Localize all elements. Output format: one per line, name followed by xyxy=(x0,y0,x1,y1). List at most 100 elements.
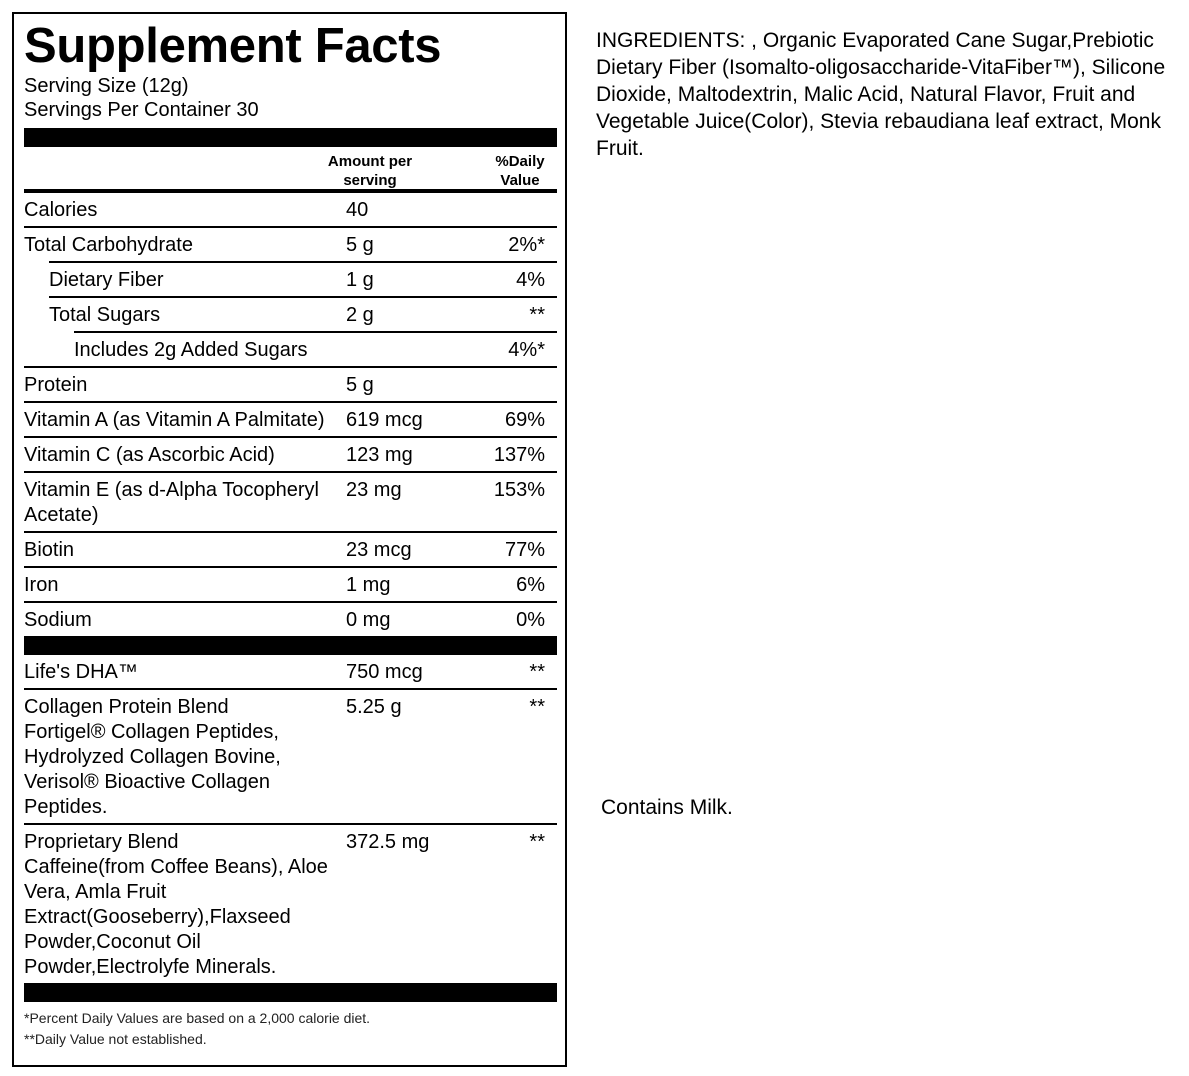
amount: 1 mg xyxy=(346,574,391,596)
nutrient-row: Collagen Protein Blend Fortigel® Collagen… xyxy=(24,688,557,823)
daily-value: 4%* xyxy=(508,339,545,361)
section: Life's DHA™ 750 mcg ** Collagen Protein Ble… xyxy=(24,655,557,983)
row-group: Protein 5 g xyxy=(24,366,557,401)
footnotes: *Percent Daily Values are based on a 2,0… xyxy=(24,1008,557,1050)
amount: 40 xyxy=(346,199,369,221)
nutrient-name: Sodium xyxy=(24,608,346,633)
nutrient-name: Proprietary Blend Caffeine(from Coffee Be… xyxy=(24,830,346,980)
ingredients: INGREDIENTS: , Organic Evaporated Cane S… xyxy=(596,29,1166,160)
nutrient-row: Vitamin E (as d-Alpha Tocopheryl Acetate… xyxy=(24,471,557,531)
row-group: Proprietary Blend Caffeine(from Coffee Be… xyxy=(24,823,557,983)
nutrient-row: Proprietary Blend Caffeine(from Coffee Be… xyxy=(24,823,557,983)
amount: 23 mg xyxy=(346,479,402,501)
nutrient-name: Collagen Protein Blend Fortigel® Collagen… xyxy=(24,695,346,820)
nutrient-row: Sodium 0 mg 0% xyxy=(24,601,557,636)
nutrient-label: Total Sugars xyxy=(49,304,161,326)
nutrient-name: Dietary Fiber xyxy=(49,268,346,293)
daily-value: 153% xyxy=(493,479,545,501)
nutrient-row: Vitamin C (as Ascorbic Acid) 123 mg 137% xyxy=(24,436,557,471)
nutrient-label: Biotin xyxy=(24,539,75,561)
nutrient-name: Vitamin E (as d-Alpha Tocopheryl Acetate… xyxy=(24,478,346,528)
blend-ingredients: Caffeine(from Coffee Beans), Aloe Vera, … xyxy=(24,856,328,978)
nutrient-row: Iron 1 mg 6% xyxy=(24,566,557,601)
nutrient-label: Total Carbohydrate xyxy=(24,234,193,256)
amount: 123 mg xyxy=(346,444,413,466)
amount: 0 mg xyxy=(346,609,391,631)
daily-value-cell xyxy=(476,198,557,223)
nutrient-name: Life's DHA™ xyxy=(24,660,346,685)
row-group: Iron 1 mg 6% xyxy=(24,566,557,601)
panel-content: Supplement Facts Serving Size (12g) Serv… xyxy=(24,18,557,1050)
nutrient-row: Dietary Fiber 1 g 4% xyxy=(49,261,557,296)
divider-bar xyxy=(24,128,557,147)
amount: 5 g xyxy=(346,234,374,256)
footnote: *Percent Daily Values are based on a 2,0… xyxy=(24,1010,371,1026)
row-group: Calories 40 xyxy=(24,193,557,226)
nutrient-label: Calories xyxy=(24,199,98,221)
row-group: Vitamin E (as d-Alpha Tocopheryl Acetate… xyxy=(24,471,557,531)
section: Calories 40 Total Carbohydrate 5 g 2%* Dietar… xyxy=(24,193,557,636)
amount: 750 mcg xyxy=(346,661,423,683)
amount-header: Amount per serving xyxy=(327,153,413,189)
daily-value: 4% xyxy=(516,269,545,291)
nutrient-label: Includes 2g Added Sugars xyxy=(74,339,308,361)
nutrient-label: Proprietary Blend xyxy=(24,831,179,853)
subrows: Dietary Fiber 1 g 4% Total Sugars 2 g ** Inclu… xyxy=(49,261,557,366)
nutrient-row: Vitamin A (as Vitamin A Palmitate) 619 mc… xyxy=(24,401,557,436)
nutrient-name: Biotin xyxy=(24,538,346,563)
nutrient-label: Vitamin A (as Vitamin A Palmitate) xyxy=(24,409,325,431)
nutrient-name: Total Sugars xyxy=(49,303,346,328)
allergen-statement: Contains Milk. xyxy=(601,796,733,819)
nutrient-name: Iron xyxy=(24,573,346,598)
amount: 1 g xyxy=(346,269,374,291)
daily-value: 0% xyxy=(516,609,545,631)
nutrient-label: Dietary Fiber xyxy=(49,269,164,291)
divider-bar xyxy=(24,636,557,655)
column-headers: Amount per serving %Daily Value xyxy=(24,147,557,193)
nutrient-label: Collagen Protein Blend xyxy=(24,696,229,718)
row-group: Biotin 23 mcg 77% xyxy=(24,531,557,566)
amount: 619 mcg xyxy=(346,409,423,431)
blend-ingredients: Fortigel® Collagen Peptides, Hydrolyzed … xyxy=(24,721,281,818)
row-group: Includes 2g Added Sugars 4%* xyxy=(74,331,557,366)
amount: 23 mcg xyxy=(346,539,412,561)
daily-value: 137% xyxy=(493,444,545,466)
nutrient-label: Sodium xyxy=(24,609,92,631)
amount: 5.25 g xyxy=(346,696,402,718)
divider-bar xyxy=(24,983,557,1002)
amount: 372.5 mg xyxy=(346,831,430,853)
subrows: Includes 2g Added Sugars 4%* xyxy=(74,331,557,366)
nutrient-row: Life's DHA™ 750 mcg ** xyxy=(24,655,557,688)
servings-per-container: Servings Per Container 30 xyxy=(24,99,259,121)
nutrient-label: Life's DHA™ xyxy=(24,661,138,683)
daily-value: ** xyxy=(529,831,545,853)
nutrient-row: Biotin 23 mcg 77% xyxy=(24,531,557,566)
row-group: Vitamin C (as Ascorbic Acid) 123 mg 137% xyxy=(24,436,557,471)
nutrient-label: Vitamin C (as Ascorbic Acid) xyxy=(24,444,275,466)
daily-value: 77% xyxy=(504,539,545,561)
daily-value: ** xyxy=(529,304,545,326)
nutrient-row: Includes 2g Added Sugars 4%* xyxy=(74,331,557,366)
daily-value-cell xyxy=(476,373,557,398)
supplement-facts-panel: Supplement Facts Serving Size (12g) Serv… xyxy=(12,12,567,1067)
row-group: Dietary Fiber 1 g 4% xyxy=(49,261,557,296)
nutrient-row: Protein 5 g xyxy=(24,366,557,401)
nutrient-row: Calories 40 xyxy=(24,193,557,226)
nutrient-name: Vitamin A (as Vitamin A Palmitate) xyxy=(24,408,346,433)
sections: Calories 40 Total Carbohydrate 5 g 2%* Dietar… xyxy=(24,193,557,1002)
nutrient-row: Total Sugars 2 g ** xyxy=(49,296,557,331)
nutrient-label: Vitamin E (as d-Alpha Tocopheryl Acetate… xyxy=(24,479,319,526)
nutrient-name: Calories xyxy=(24,198,346,223)
nutrient-name: Includes 2g Added Sugars xyxy=(74,338,346,363)
nutrient-label: Iron xyxy=(24,574,59,596)
row-group: Sodium 0 mg 0% xyxy=(24,601,557,636)
row-group: Vitamin A (as Vitamin A Palmitate) 619 mc… xyxy=(24,401,557,436)
footnote: **Daily Value not established. xyxy=(24,1031,207,1047)
nutrient-row: Total Carbohydrate 5 g 2%* xyxy=(24,226,557,261)
daily-value: ** xyxy=(529,661,545,683)
row-group: Total Sugars 2 g ** Includes 2g Added Sugar… xyxy=(49,296,557,366)
amount-cell xyxy=(346,338,476,363)
nutrient-name: Protein xyxy=(24,373,346,398)
row-group: Life's DHA™ 750 mcg ** xyxy=(24,655,557,688)
